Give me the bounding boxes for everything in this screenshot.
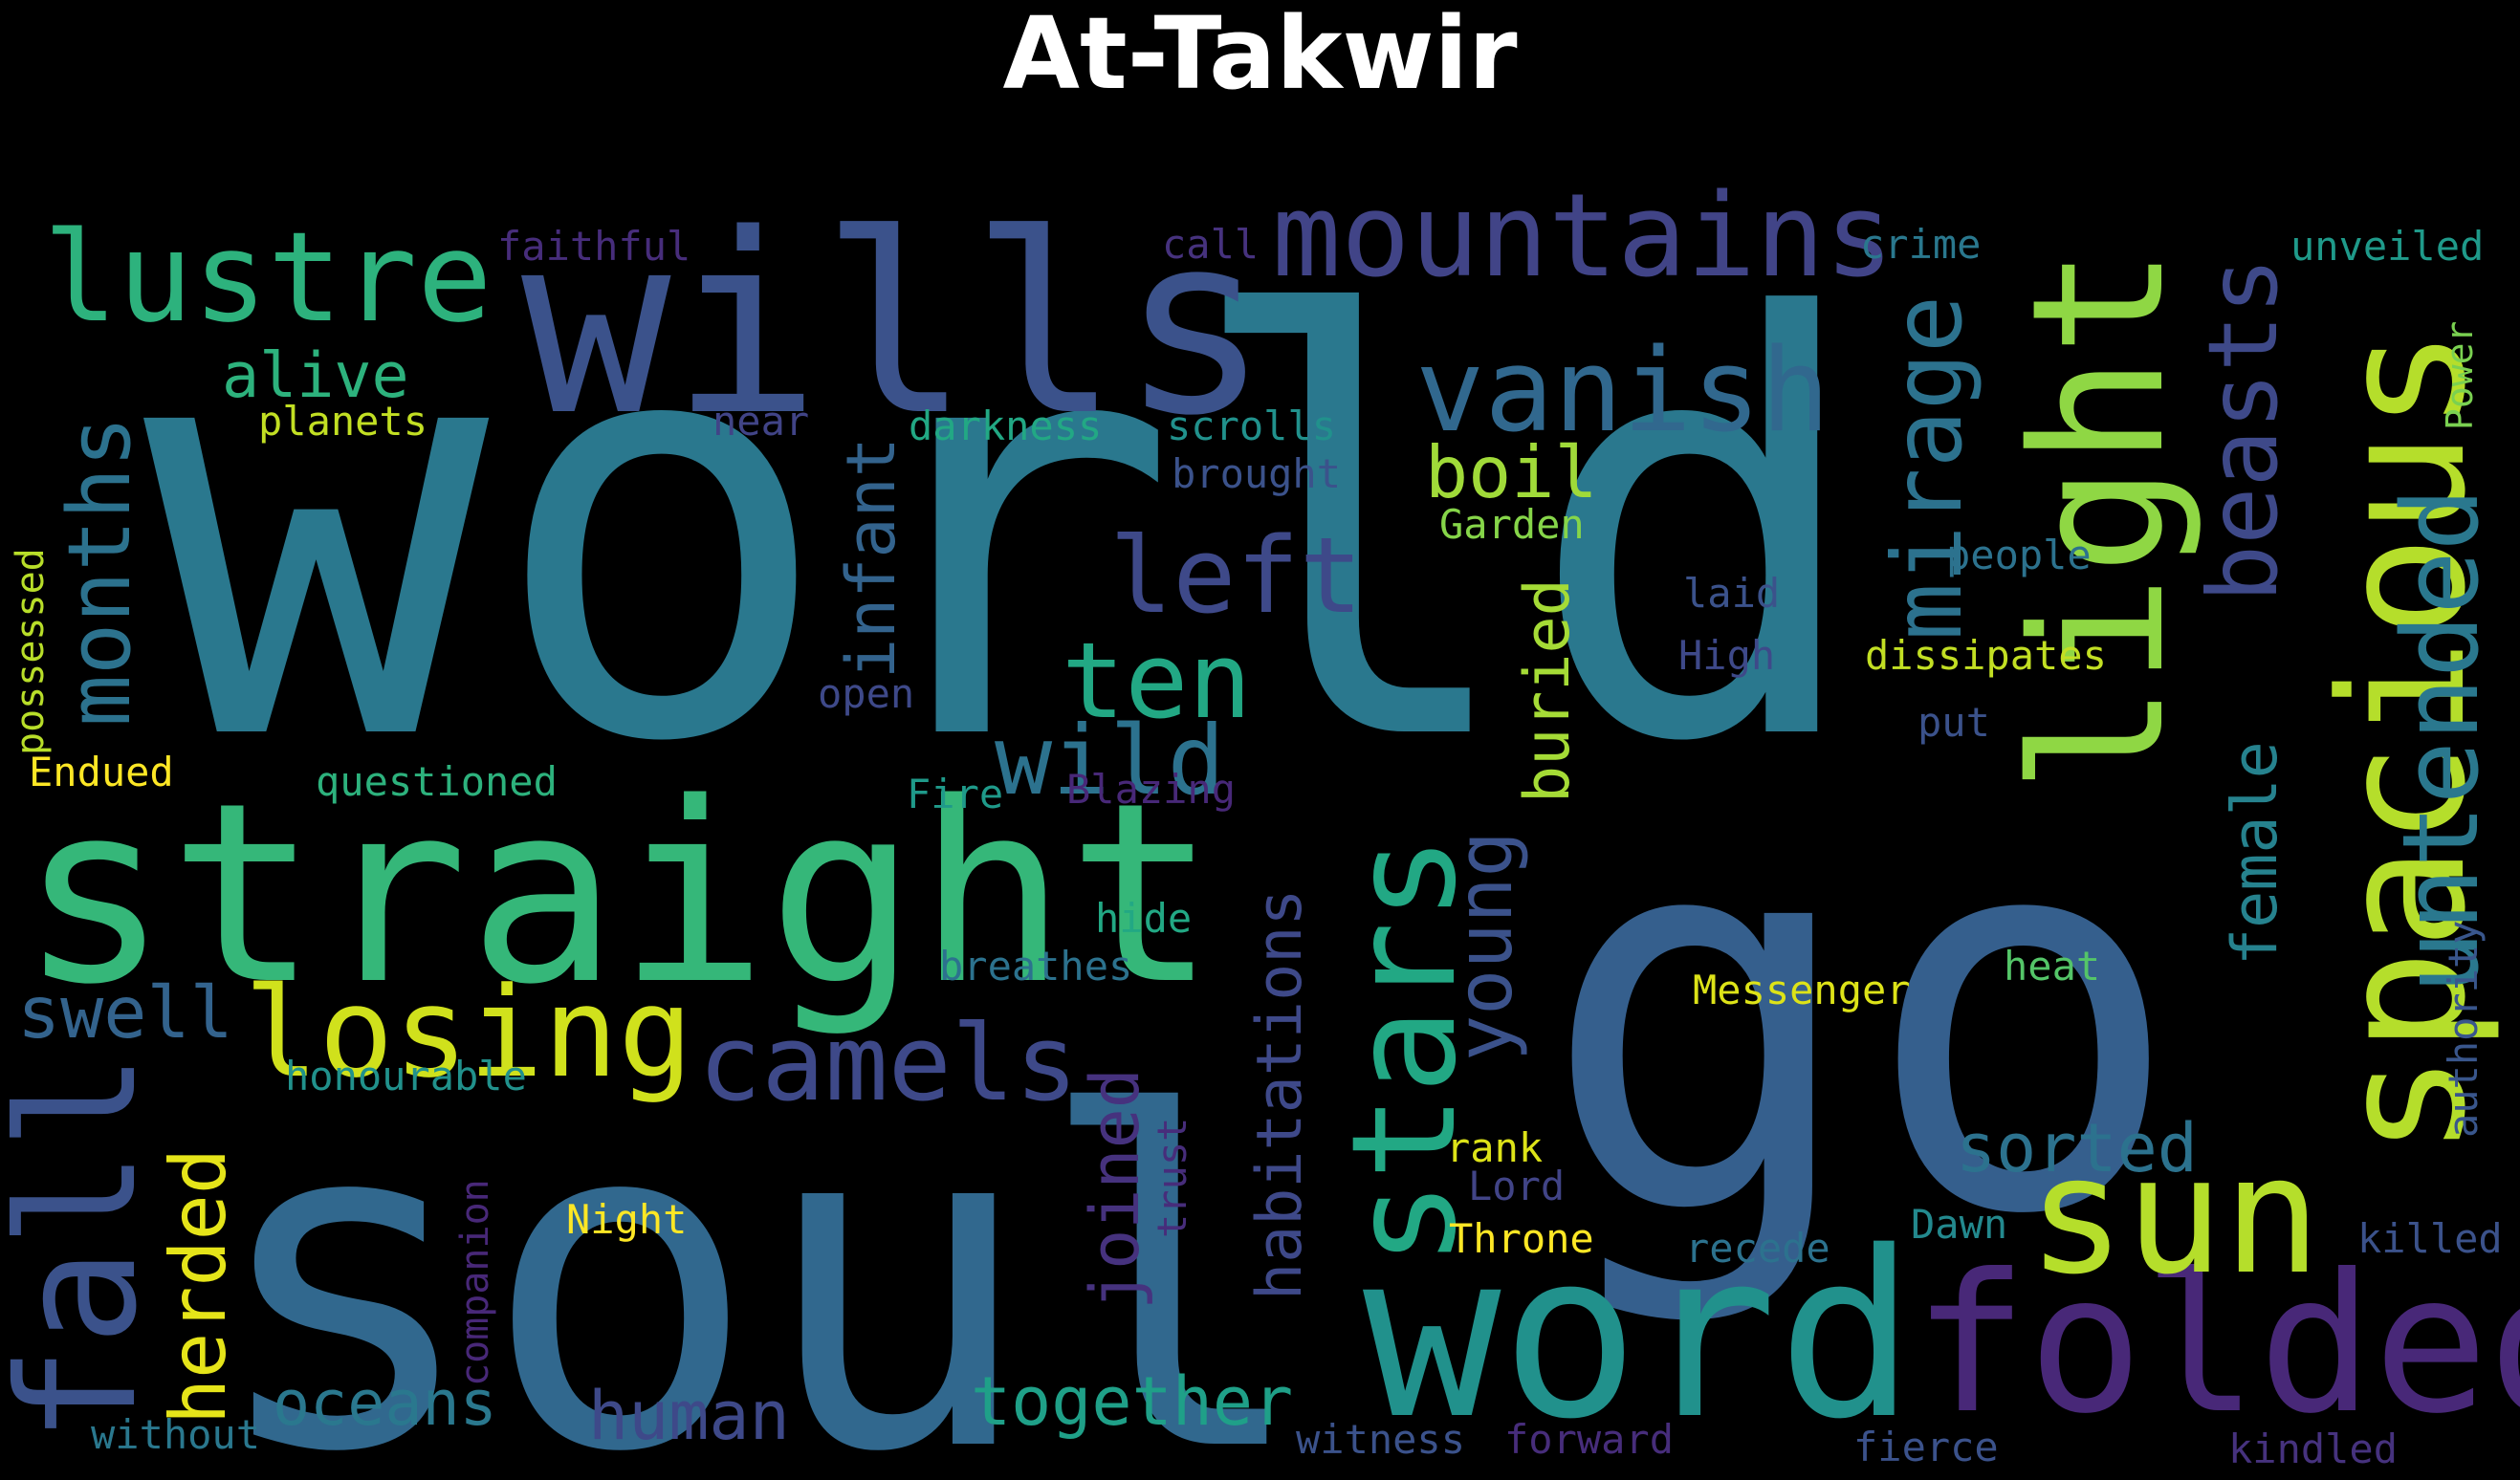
- word-questioned: questioned: [316, 758, 558, 805]
- word-young: young: [1440, 831, 1529, 1061]
- word-messenger: Messenger: [1693, 967, 1911, 1013]
- word-fierce: fierce: [1853, 1424, 1999, 1470]
- word-cloud: worldgosoulwillsstraightwordfoldedlights…: [0, 182, 2520, 1480]
- word-laid: laid: [1683, 570, 1780, 617]
- word-fall: fall: [0, 1053, 173, 1444]
- page-title: At-Takwir: [1002, 0, 1518, 112]
- word-companion: companion: [453, 1179, 497, 1386]
- word-camels: camels: [698, 1002, 1078, 1124]
- word-unveiled: unveiled: [2290, 223, 2484, 270]
- word-rank: rank: [1446, 1124, 1543, 1171]
- word-vanish: vanish: [1415, 325, 1830, 458]
- word-recede: recede: [1685, 1225, 1830, 1272]
- word-high: High: [1678, 632, 1775, 679]
- word-wills: wills: [521, 182, 1270, 470]
- word-open: open: [818, 670, 914, 717]
- word-brought: brought: [1172, 450, 1341, 497]
- word-stars: stars: [1322, 835, 1488, 1267]
- word-spacious: spacious: [2304, 328, 2504, 1157]
- word-forward: forward: [1504, 1416, 1674, 1463]
- word-trust: trust: [1149, 1118, 1195, 1238]
- word-habitations: habitations: [1244, 889, 1316, 1300]
- word-straight: straight: [19, 751, 1216, 1039]
- word-faithful: faithful: [497, 223, 690, 270]
- word-swell: swell: [17, 970, 233, 1055]
- word-lustre: lustre: [43, 205, 493, 350]
- word-together: together: [971, 1362, 1293, 1441]
- word-joined: joined: [1076, 1068, 1154, 1310]
- word-buried: buried: [1512, 578, 1584, 803]
- word-killed: killed: [2357, 1215, 2503, 1262]
- word-scrolls: scrolls: [1167, 403, 1336, 449]
- word-light: light: [1993, 247, 2204, 794]
- word-throne: Throne: [1449, 1215, 1594, 1262]
- word-herded: herded: [154, 1148, 243, 1425]
- word-dissipates: dissipates: [1865, 632, 2107, 679]
- word-female: female: [2220, 741, 2291, 966]
- word-hide: hide: [1095, 895, 1192, 942]
- word-untended: untended: [2379, 488, 2502, 994]
- word-witness: witness: [1296, 1416, 1465, 1463]
- word-authority: authority: [2440, 920, 2487, 1138]
- word-world: world: [143, 199, 1871, 867]
- word-left: left: [1109, 514, 1363, 637]
- word-fire: Fire: [907, 771, 1003, 817]
- word-beasts: beasts: [2187, 257, 2299, 602]
- word-night: Night: [566, 1196, 687, 1243]
- word-folded: folded: [1913, 1233, 2520, 1456]
- word-boil: boil: [1425, 430, 1598, 514]
- word-months: months: [50, 416, 150, 727]
- word-possessed: possessed: [9, 548, 53, 755]
- word-power: Power: [2439, 321, 2481, 430]
- word-infant: infant: [832, 437, 910, 679]
- word-mountains: mountains: [1272, 182, 1894, 303]
- word-word: word: [1363, 1202, 1916, 1469]
- word-go: go: [1540, 708, 2184, 1332]
- word-endued: Endued: [29, 749, 174, 795]
- word-people: people: [1946, 532, 2092, 578]
- word-sorted: sorted: [1956, 1109, 2198, 1187]
- word-sun: sun: [2027, 1121, 2321, 1311]
- word-crime: crime: [1860, 221, 1981, 268]
- word-near: near: [712, 398, 809, 445]
- word-without: without: [91, 1411, 260, 1458]
- word-put: put: [1917, 699, 1990, 746]
- word-dawn: Dawn: [1911, 1201, 2007, 1248]
- word-planets: planets: [258, 398, 427, 445]
- word-human: human: [588, 1377, 790, 1455]
- word-darkness: darkness: [909, 403, 1102, 449]
- word-soul: soul: [206, 1018, 1311, 1480]
- word-ten: ten: [1062, 620, 1252, 742]
- word-kindled: kindled: [2228, 1426, 2398, 1472]
- word-lord: Lord: [1468, 1163, 1565, 1209]
- word-oceans: oceans: [273, 1368, 497, 1440]
- word-wild: wild: [995, 705, 1225, 816]
- word-garden: Garden: [1439, 501, 1585, 548]
- word-alive: alive: [222, 340, 409, 412]
- word-heat: heat: [2004, 943, 2100, 990]
- word-breathes: breathes: [939, 943, 1132, 990]
- word-losing: losing: [244, 960, 693, 1105]
- word-call: call: [1162, 221, 1259, 268]
- word-honourable: honourable: [285, 1053, 527, 1099]
- word-mirage: mirage: [1872, 295, 1983, 641]
- word-blazing: Blazing: [1066, 766, 1236, 813]
